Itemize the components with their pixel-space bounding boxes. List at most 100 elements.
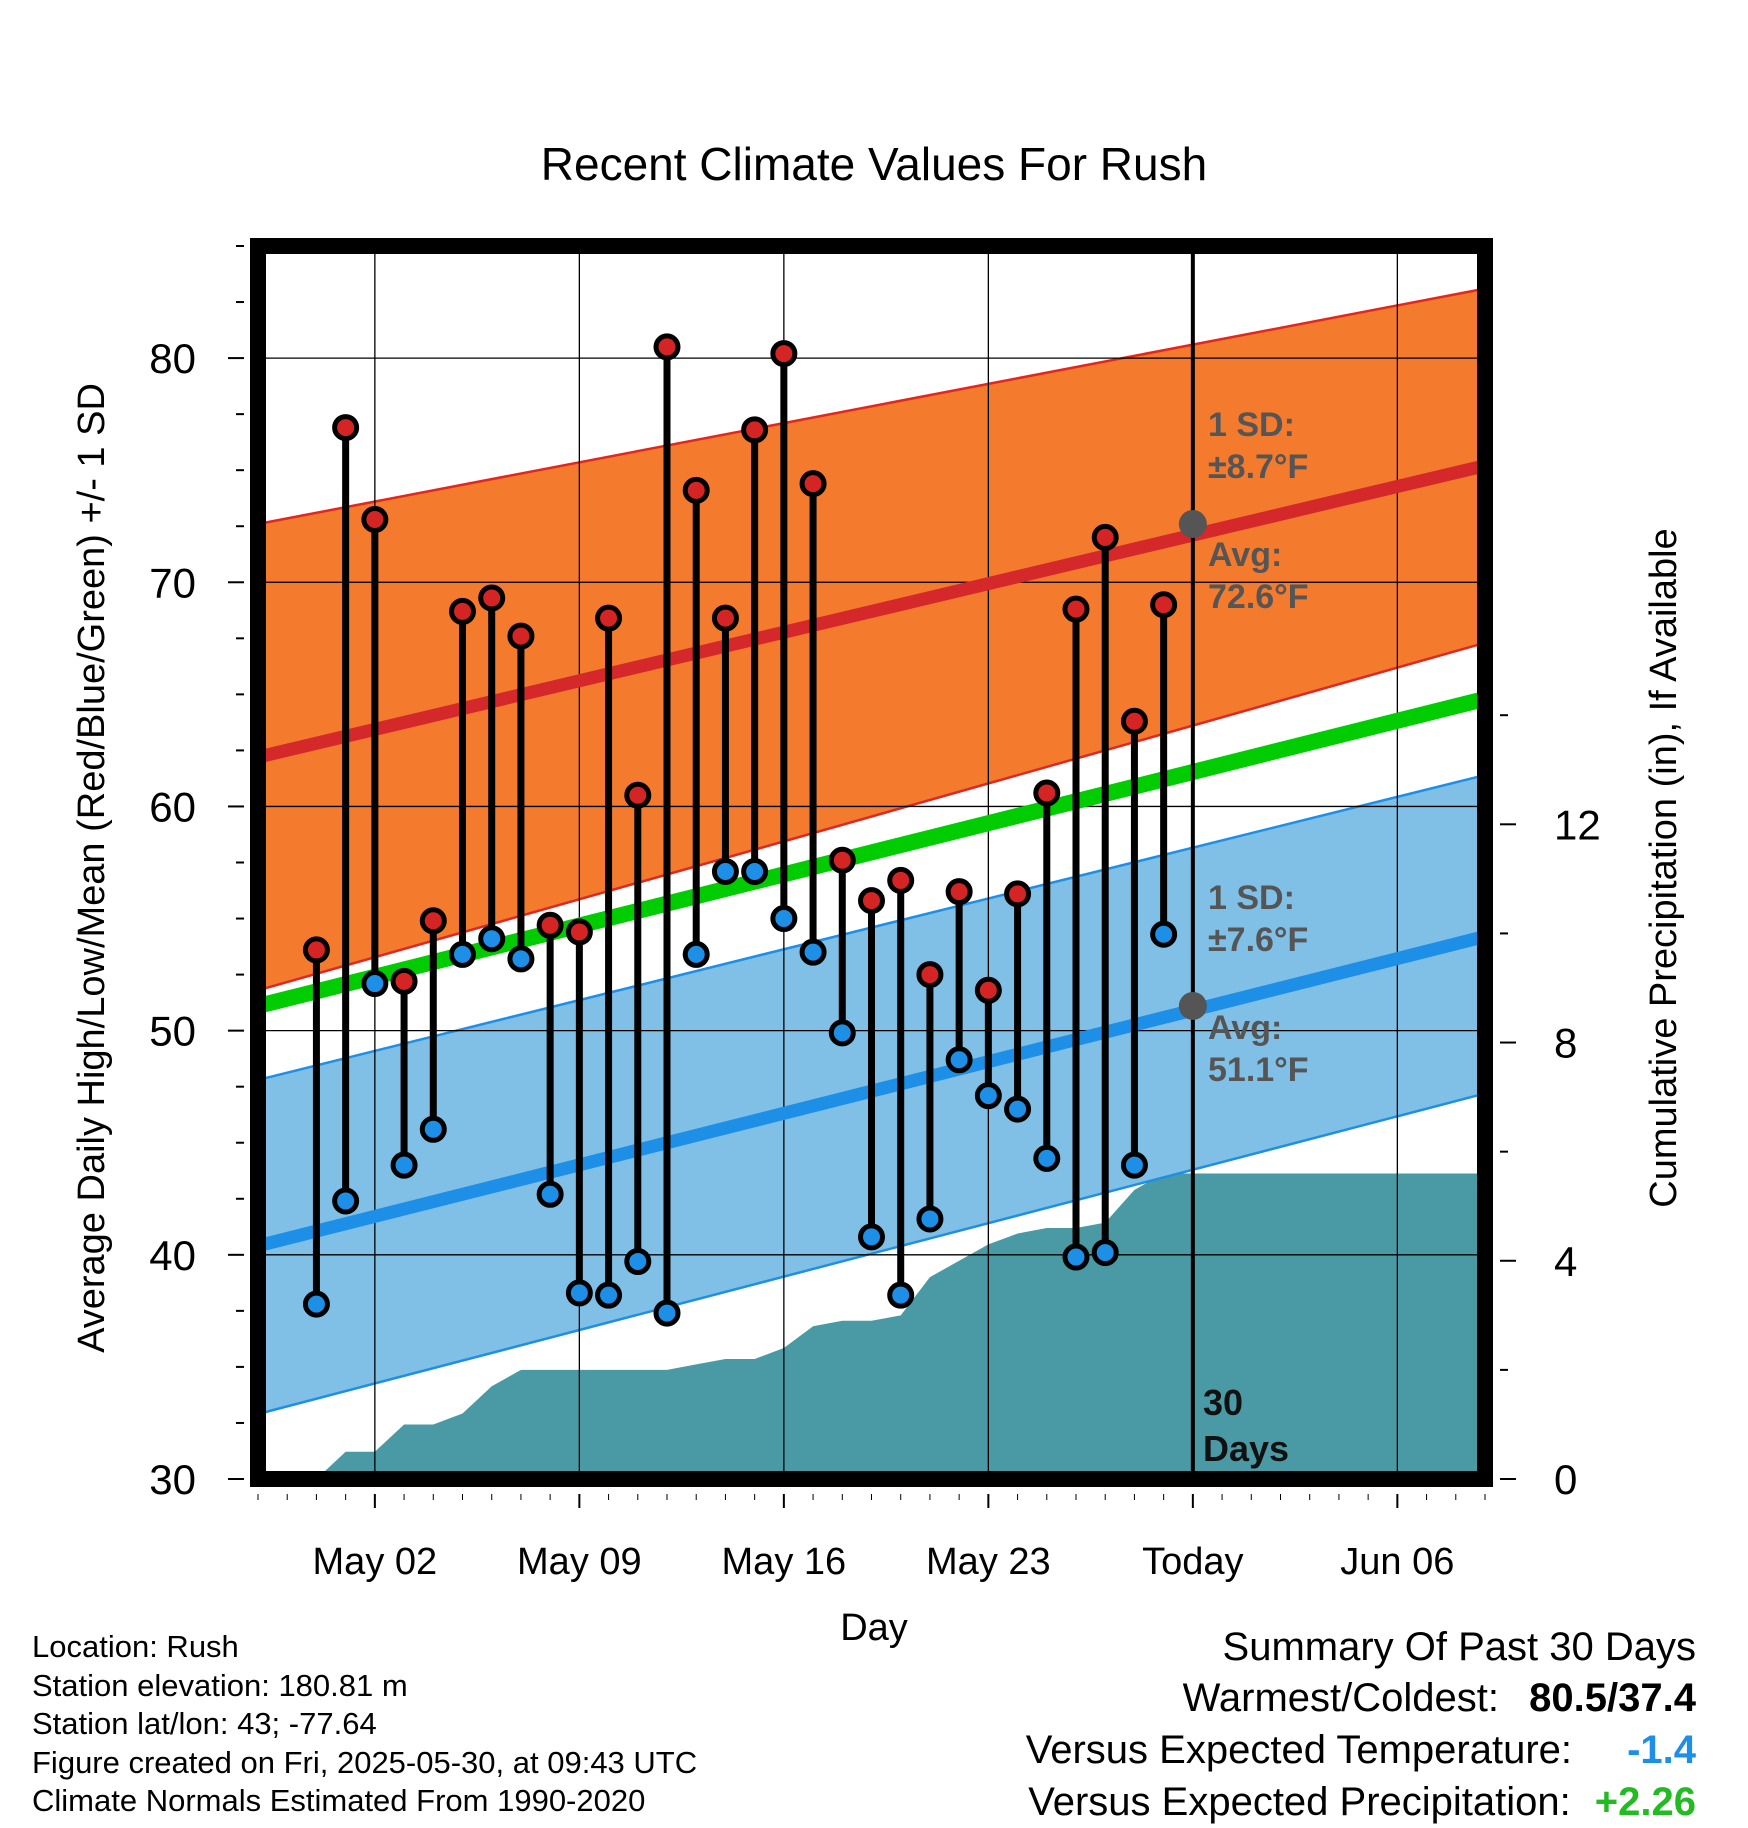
days-annotation: 30 Days [1203,1382,1289,1469]
x-tick-label: May 16 [722,1541,847,1583]
low-point [332,1187,360,1215]
high-point [361,506,389,534]
high-point [887,866,915,894]
plot-area: 1 SD: ±8.7°F Avg: 72.6°F 1 SD: ±7.6°F Avg: 51.1… [149,238,1601,1583]
y-tick-label: 30 [149,1456,196,1503]
low-point [711,857,739,885]
high-point [1033,779,1061,807]
x-tick-label: Jun 06 [1340,1541,1454,1583]
low-point [974,1082,1002,1110]
high-sd-upper-line [257,287,1486,526]
low-point [858,1223,885,1251]
low-point [449,940,476,968]
high-sd-band [258,288,1485,991]
station-info: Location: Rush Station elevation: 180.81… [32,1628,697,1821]
x-tick-label: Today [1142,1541,1243,1583]
chart-title: Recent Climate Values For Rush [541,138,1207,190]
y-axis-label: Average Daily High/Low/Mean (Red/Blue/Gr… [71,383,113,1353]
high-point [682,476,710,504]
temp-versus-value: -1.4 [1627,1728,1696,1772]
normals-text: Climate Normals Estimated From 1990-2020 [32,1783,646,1818]
plot-frame [250,238,1493,1487]
high-avg-annotation: Avg: 72.6°F [1208,536,1309,616]
low-point [799,938,827,966]
x-tick-label: May 02 [313,1541,438,1583]
y-tick-label: 70 [149,559,196,606]
warmest-coldest-label: Warmest/Coldest: [1182,1676,1499,1720]
low-point [770,905,798,933]
low-point [390,1151,418,1179]
high-point [1004,880,1032,908]
high-point [828,846,856,874]
high-point [1091,523,1119,551]
high-point [1062,595,1090,623]
x-axis-label: Day [840,1607,908,1649]
warmest-coldest-row: Warmest/Coldest: 80.5/37.4 [1026,1672,1696,1724]
high-point [1150,591,1178,619]
low-avg-today-marker [1178,991,1207,1020]
precip-versus-value: +2.26 [1594,1780,1696,1824]
precip-versus-row: Versus Expected Precipitation: +2.26 [1026,1776,1696,1828]
high-point [478,584,506,612]
low-point [419,1115,447,1143]
high-point [974,976,1002,1004]
low-point [536,1180,564,1208]
low-point [828,1019,856,1047]
high-point [390,967,418,995]
low-point [945,1046,973,1074]
temp-versus-row: Versus Expected Temperature: -1.4 [1026,1724,1696,1776]
low-avg-annotation: Avg: 51.1°F [1208,1009,1309,1089]
low-point [361,970,389,998]
low-point [887,1281,915,1309]
y-tick-label: 60 [149,783,196,830]
low-point [1004,1095,1032,1123]
high-point [302,936,330,964]
low-point [565,1279,593,1307]
high-point [565,918,593,946]
summary-title: Summary Of Past 30 Days [1222,1625,1696,1669]
high-point [858,887,885,915]
x-tick-label: May 09 [517,1541,642,1583]
low-point [1091,1239,1119,1267]
location-text: Location: Rush [32,1629,239,1664]
low-point [1062,1243,1090,1271]
latlon-text: Station lat/lon: 43; -77.64 [32,1706,377,1741]
low-point [741,857,769,885]
high-point [945,878,973,906]
high-point [799,470,827,498]
temp-versus-label: Versus Expected Temperature: [1025,1728,1572,1772]
high-point [332,414,360,442]
high-avg-today-marker [1178,509,1207,538]
high-point [770,340,798,368]
low-sd-annotation: 1 SD: ±7.6°F [1208,879,1308,959]
low-point [1150,920,1178,948]
y2-axis-label: Cumulative Precipitation (in), If Availa… [1643,528,1685,1207]
y2-tick-label: 4 [1554,1238,1577,1285]
high-point [507,622,535,650]
low-point [1033,1144,1061,1172]
y2-tick-label: 0 [1554,1456,1577,1503]
x-tick-label: May 23 [926,1541,1051,1583]
high-point [536,911,564,939]
low-point [595,1281,623,1309]
low-point [478,925,506,953]
high-point [595,604,623,632]
high-point [624,781,652,809]
low-point [682,940,710,968]
y-tick-label: 80 [149,335,196,382]
low-point [507,945,535,973]
low-point [916,1205,944,1233]
precip-versus-label: Versus Expected Precipitation: [1028,1780,1571,1824]
y-tick-label: 40 [149,1232,196,1279]
high-point [711,604,739,632]
precip-area [287,1173,1485,1479]
high-sd-annotation: 1 SD: ±8.7°F [1208,406,1308,486]
low-point [302,1290,330,1318]
y-tick-label: 50 [149,1008,196,1055]
elevation-text: Station elevation: 180.81 m [32,1667,408,1703]
y2-tick-label: 12 [1554,801,1601,848]
low-sd-lower-line [257,1092,1486,1416]
high-point [449,597,476,625]
summary-panel: Summary Of Past 30 Days Warmest/Coldest:… [1026,1622,1696,1828]
